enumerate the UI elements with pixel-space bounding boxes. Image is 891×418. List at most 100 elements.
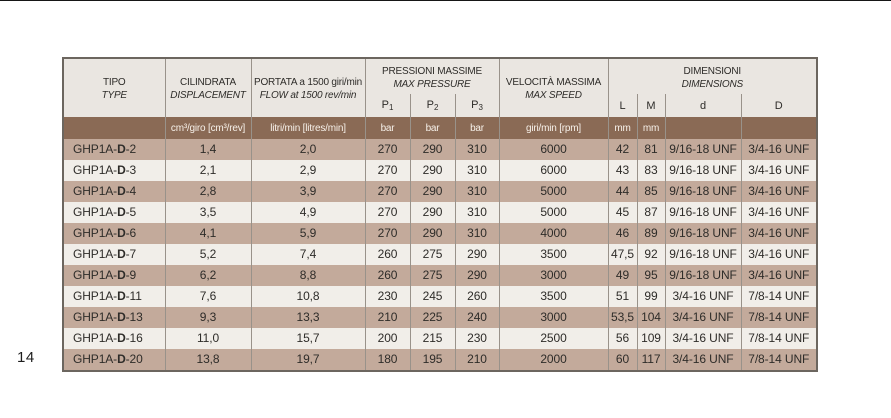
cell-dim-d-small: 9/16-18 UNF — [665, 202, 742, 223]
cell-dim-m: 104 — [637, 307, 666, 328]
table-row: GHP1A-D-2 1,4 2,0 270 290 310 6000 42 81… — [63, 139, 818, 160]
cell-dim-m: 109 — [637, 328, 666, 349]
page-number: 14 — [17, 349, 35, 366]
cell-dim-d-big: 7/8-14 UNF — [748, 289, 810, 303]
unit-p2: bar — [410, 117, 456, 139]
cell-p3: 310 — [455, 139, 500, 160]
cell-dim-l: 60 — [608, 349, 638, 371]
cell-flow: 7,4 — [251, 244, 366, 265]
header-portata-en: FLOW at 1500 rev/min — [259, 90, 357, 101]
header-portata-it: PORTATA a 1500 giri/min — [253, 77, 363, 88]
header-row-subcolumns: P1 P2 P3 L M d D — [63, 94, 818, 117]
cell-model: GHP1A-D-2 — [63, 139, 166, 160]
model-name: GHP1A-D-5 — [73, 205, 137, 219]
cell-dim-d-big: 3/4-16 UNF — [748, 247, 810, 261]
table-row: GHP1A-D-3 2,1 2,9 270 290 310 6000 43 83… — [63, 160, 818, 181]
cell-flow: 5,9 — [251, 223, 366, 244]
header-pressioni: PRESSIONI MASSIME MAX PRESSURE — [365, 58, 500, 94]
subheader-p1: P1 — [365, 94, 411, 117]
cell-p2: 225 — [410, 307, 456, 328]
cell-dim-m: 117 — [637, 349, 666, 371]
table-row: GHP1A-D-9 6,2 8,8 260 275 290 3000 49 95… — [63, 265, 818, 286]
subheader-dim-m: M — [637, 94, 666, 117]
unit-flow: litri/min [litres/min] — [251, 117, 366, 139]
cell-flow: 2,9 — [251, 160, 366, 181]
cell-displacement: 7,6 — [165, 286, 252, 307]
cell-dim-d-big: 7/8-14 UNF — [748, 331, 810, 345]
cell-p2: 195 — [410, 349, 456, 371]
cell-p2: 290 — [410, 202, 456, 223]
cell-dim-l: 46 — [608, 223, 638, 244]
cell-displacement: 9,3 — [165, 307, 252, 328]
unit-speed: giri/min [rpm] — [499, 117, 609, 139]
cell-dim-d-small: 3/4-16 UNF — [665, 328, 742, 349]
cell-flow: 13,3 — [251, 307, 366, 328]
cell-dim-d-big: 7/8-14 UNF — [748, 352, 810, 366]
header-velocita: VELOCITÀ MASSIMA MAX SPEED — [499, 58, 609, 117]
header-tipo-it: TIPO — [102, 77, 126, 88]
page-top-rule — [0, 0, 891, 1]
cell-p2: 215 — [410, 328, 456, 349]
model-name: GHP1A-D-2 — [73, 142, 137, 156]
cell-model: GHP1A-D-11 — [63, 286, 166, 307]
model-name: GHP1A-D-13 — [73, 310, 143, 324]
cell-p3: 290 — [455, 265, 500, 286]
cell-dim-m: 83 — [637, 160, 666, 181]
table-row: GHP1A-D-11 7,6 10,8 230 245 260 3500 51 … — [63, 286, 818, 307]
cell-dim-d-small: 9/16-18 UNF — [665, 265, 742, 286]
header-tipo-en: TYPE — [101, 90, 128, 101]
cell-p1: 270 — [365, 223, 411, 244]
cell-dim-d-small: 9/16-18 UNF — [665, 244, 742, 265]
cell-dim-l: 56 — [608, 328, 638, 349]
cell-p1: 260 — [365, 244, 411, 265]
header-cilindrata-en: DISPLACEMENT — [170, 90, 246, 101]
cell-speed: 4000 — [499, 223, 609, 244]
cell-dim-d-big: 3/4-16 UNF — [748, 268, 810, 282]
unit-l: mm — [608, 117, 638, 139]
header-dimensioni-it: DIMENSIONI — [683, 65, 742, 77]
cell-p3: 310 — [455, 181, 500, 202]
cell-speed: 2000 — [499, 349, 609, 371]
header-pressioni-en: MAX PRESSURE — [393, 78, 471, 90]
cell-dim-m: 95 — [637, 265, 666, 286]
cell-dim-l: 45 — [608, 202, 638, 223]
cell-dim-m: 92 — [637, 244, 666, 265]
model-name: GHP1A-D-3 — [73, 163, 137, 177]
cell-p3: 290 — [455, 244, 500, 265]
cell-flow: 10,8 — [251, 286, 366, 307]
header-cilindrata-it: CILINDRATA — [180, 77, 236, 88]
subheader-dim-d-small: d — [665, 94, 742, 117]
cell-p2: 290 — [410, 160, 456, 181]
cell-model: GHP1A-D-3 — [63, 160, 166, 181]
cell-p2: 290 — [410, 223, 456, 244]
cell-p1: 270 — [365, 139, 411, 160]
table-row: GHP1A-D-20 13,8 19,7 180 195 210 2000 60… — [63, 349, 818, 371]
header-pressioni-it: PRESSIONI MASSIME — [382, 65, 482, 77]
cell-flow: 2,0 — [251, 139, 366, 160]
cell-dim-m: 99 — [637, 286, 666, 307]
cell-displacement: 5,2 — [165, 244, 252, 265]
model-name: GHP1A-D-7 — [73, 247, 137, 261]
cell-model: GHP1A-D-9 — [63, 265, 166, 286]
table-row: GHP1A-D-5 3,5 4,9 270 290 310 5000 45 87… — [63, 202, 818, 223]
cell-dim-d-big: 3/4-16 UNF — [748, 184, 810, 198]
cell-model: GHP1A-D-16 — [63, 328, 166, 349]
cell-p1: 200 — [365, 328, 411, 349]
cell-displacement: 1,4 — [165, 139, 252, 160]
cell-model: GHP1A-D-13 — [63, 307, 166, 328]
unit-type-empty — [63, 117, 166, 139]
cell-speed: 3000 — [499, 265, 609, 286]
cell-speed: 3500 — [499, 244, 609, 265]
cell-p3: 310 — [455, 223, 500, 244]
cell-p3: 260 — [455, 286, 500, 307]
pump-spec-table: TIPO TYPE CILINDRATA DISPLACEMENT PORTAT… — [62, 57, 819, 372]
cell-p3: 240 — [455, 307, 500, 328]
table-row: GHP1A-D-6 4,1 5,9 270 290 310 4000 46 89… — [63, 223, 818, 244]
model-name: GHP1A-D-9 — [73, 268, 137, 282]
cell-speed: 6000 — [499, 139, 609, 160]
cell-displacement: 2,8 — [165, 181, 252, 202]
unit-p1: bar — [365, 117, 411, 139]
header-dimensioni-en: DIMENSIONS — [681, 78, 744, 90]
cell-displacement: 6,2 — [165, 265, 252, 286]
units-row: cm³/giro [cm³/rev] litri/min [litres/min… — [63, 117, 818, 139]
